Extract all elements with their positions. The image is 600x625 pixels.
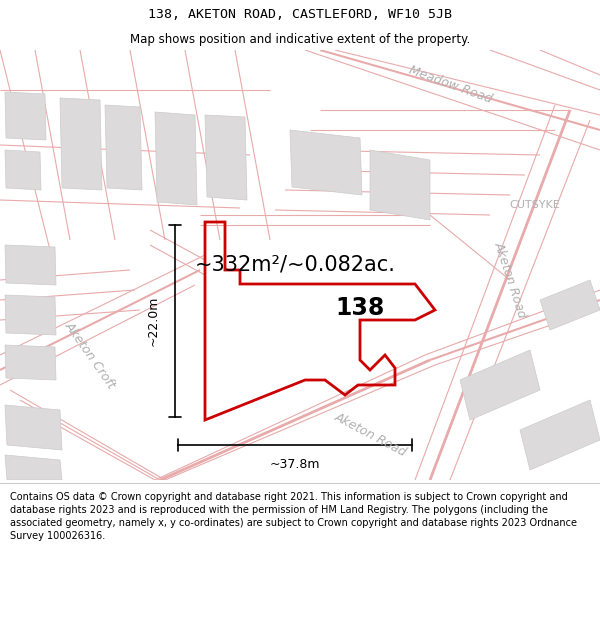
Polygon shape (105, 105, 142, 190)
Polygon shape (460, 350, 540, 420)
Text: ~22.0m: ~22.0m (146, 296, 160, 346)
Polygon shape (205, 115, 247, 200)
Text: ~332m²/~0.082ac.: ~332m²/~0.082ac. (194, 255, 395, 275)
Polygon shape (5, 405, 62, 450)
Text: Aketon Road: Aketon Road (491, 240, 529, 320)
Polygon shape (5, 345, 56, 380)
Text: ~37.8m: ~37.8m (270, 459, 320, 471)
Text: CUTSYKE: CUTSYKE (509, 200, 560, 210)
Polygon shape (155, 112, 197, 205)
Polygon shape (5, 295, 56, 335)
Text: Contains OS data © Crown copyright and database right 2021. This information is : Contains OS data © Crown copyright and d… (10, 492, 577, 541)
Polygon shape (540, 280, 600, 330)
Text: 138, AKETON ROAD, CASTLEFORD, WF10 5JB: 138, AKETON ROAD, CASTLEFORD, WF10 5JB (148, 8, 452, 21)
Text: Aketon Croft: Aketon Croft (62, 319, 118, 391)
Polygon shape (60, 98, 102, 190)
Polygon shape (5, 150, 41, 190)
Polygon shape (290, 130, 362, 195)
Polygon shape (370, 150, 430, 220)
Text: Aketon Road: Aketon Road (332, 411, 408, 459)
Polygon shape (5, 455, 62, 480)
Text: Meadow Road: Meadow Road (407, 64, 493, 106)
Polygon shape (5, 92, 46, 140)
Text: Map shows position and indicative extent of the property.: Map shows position and indicative extent… (130, 32, 470, 46)
Polygon shape (5, 245, 56, 285)
Text: 138: 138 (335, 296, 385, 320)
Polygon shape (520, 400, 600, 470)
